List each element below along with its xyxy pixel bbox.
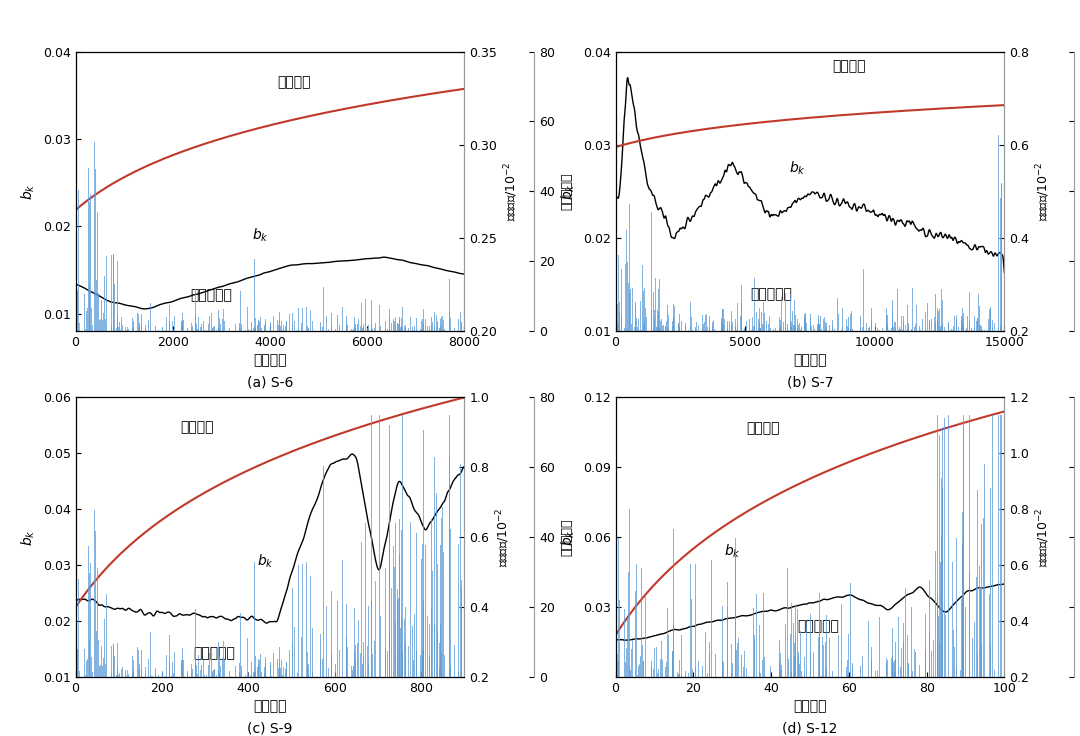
Text: 轴向应变: 轴向应变: [278, 76, 311, 90]
Text: $b_k$: $b_k$: [252, 227, 269, 244]
Y-axis label: $b_k$: $b_k$: [559, 183, 578, 199]
Y-axis label: 声发射计数: 声发射计数: [561, 519, 573, 556]
X-axis label: 循环次数: 循环次数: [253, 699, 287, 713]
Text: 轴向应变: 轴向应变: [746, 422, 780, 436]
Y-axis label: 轴向应变/10$^{-2}$: 轴向应变/10$^{-2}$: [495, 508, 512, 567]
Text: $b_k$: $b_k$: [724, 543, 741, 560]
Y-axis label: 轴向应变/10$^{-2}$: 轴向应变/10$^{-2}$: [502, 162, 521, 221]
X-axis label: 循环次数: 循环次数: [253, 353, 287, 367]
Text: 声发射计数: 声发射计数: [193, 646, 234, 660]
X-axis label: 循环次数: 循环次数: [793, 353, 827, 367]
Text: $b_k$: $b_k$: [788, 160, 806, 177]
Y-axis label: 轴向应变/10$^{-2}$: 轴向应变/10$^{-2}$: [1035, 508, 1052, 567]
Y-axis label: 声发射计数: 声发射计数: [561, 173, 573, 210]
Y-axis label: $b_k$: $b_k$: [559, 529, 578, 545]
Text: 轴向应变: 轴向应变: [179, 420, 214, 434]
Text: 声发射计数: 声发射计数: [797, 620, 839, 634]
Text: 轴向应变: 轴向应变: [832, 59, 866, 73]
Text: 声发射计数: 声发射计数: [751, 288, 792, 302]
Text: (b) S-7: (b) S-7: [786, 376, 834, 390]
Y-axis label: $b_k$: $b_k$: [19, 183, 38, 199]
X-axis label: 循环次数: 循环次数: [793, 699, 827, 713]
Text: (c) S-9: (c) S-9: [247, 722, 293, 736]
Y-axis label: $b_k$: $b_k$: [19, 529, 37, 545]
Text: $b_k$: $b_k$: [257, 552, 274, 570]
Text: (a) S-6: (a) S-6: [247, 376, 293, 390]
Y-axis label: 轴向应变/10$^{-2}$: 轴向应变/10$^{-2}$: [1035, 162, 1052, 221]
Text: 声发射计数: 声发射计数: [191, 288, 232, 302]
Text: (d) S-12: (d) S-12: [782, 722, 838, 736]
